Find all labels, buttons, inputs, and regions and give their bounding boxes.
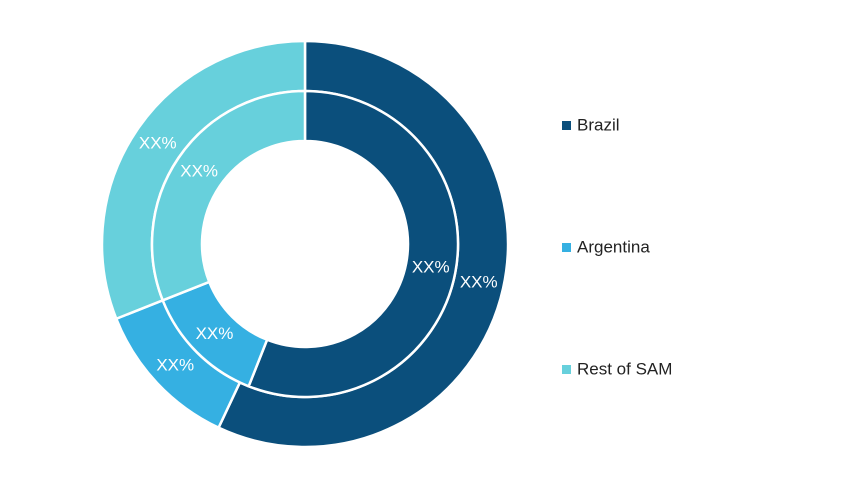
data-label: XX% <box>196 324 234 343</box>
data-label: XX% <box>460 272 498 291</box>
data-label: XX% <box>180 162 218 181</box>
legend-swatch <box>562 365 571 374</box>
donut-segment <box>150 89 307 302</box>
donut-segment <box>247 89 460 399</box>
data-label: XX% <box>156 355 194 374</box>
legend-label: Argentina <box>577 237 650 256</box>
data-label: XX% <box>139 133 177 152</box>
legend-swatch <box>562 243 571 252</box>
data-label: XX% <box>412 257 450 276</box>
legend-label: Rest of SAM <box>577 359 672 378</box>
legend-swatch <box>562 121 571 130</box>
legend-label: Brazil <box>577 115 620 134</box>
